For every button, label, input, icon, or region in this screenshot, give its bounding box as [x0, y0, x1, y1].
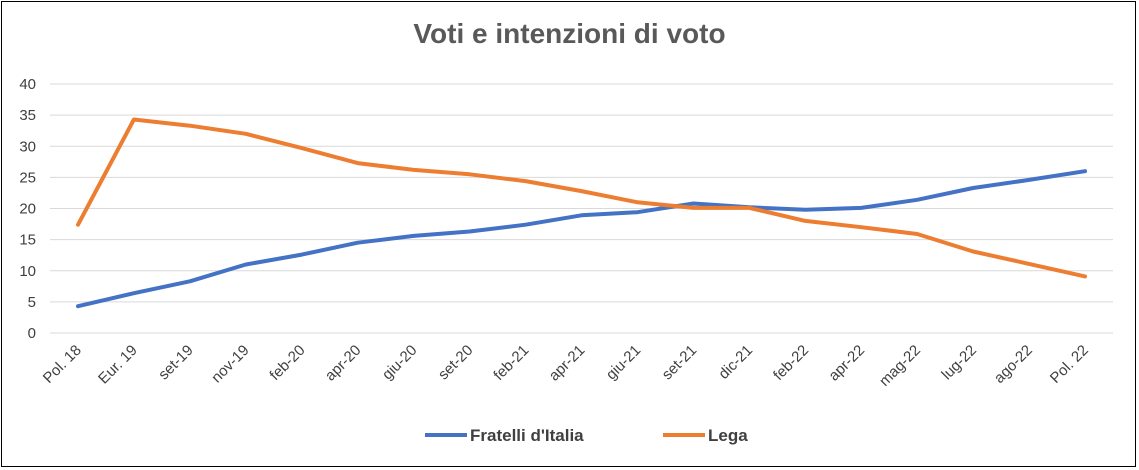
x-tick-label: mag-22: [876, 342, 924, 390]
x-tick-label: apr-21: [546, 342, 589, 385]
series-line-0: [76, 169, 1087, 309]
legend-entry-1[interactable]: Lega: [663, 426, 748, 445]
legend-label: Fratelli d'Italia: [470, 426, 584, 445]
legend-entry-0[interactable]: Fratelli d'Italia: [425, 426, 584, 445]
y-tick-label: 20: [19, 201, 36, 218]
x-tick-label: feb-20: [266, 342, 308, 384]
x-tick-label: Pol. 18: [40, 342, 85, 387]
x-tick-label: set-21: [659, 342, 701, 384]
x-tick-label: nov-19: [208, 342, 252, 386]
x-tick-label: feb-21: [490, 342, 532, 384]
x-tick-label: apr-22: [825, 342, 868, 385]
y-tick-label: 40: [19, 76, 36, 93]
chart-title: Voti e intenzioni di voto: [413, 18, 726, 49]
y-axis-ticks: 0 5 10 15 20 25 30 35 40: [19, 76, 36, 342]
gridlines: [50, 83, 1113, 334]
x-tick-label: Eur. 19: [95, 342, 141, 388]
y-tick-label: 25: [19, 169, 36, 186]
x-tick-label: lug-22: [938, 342, 980, 384]
legend-label: Lega: [708, 426, 748, 445]
y-tick-label: 30: [19, 138, 36, 155]
series-line-1: [76, 117, 1087, 279]
x-tick-label: apr-20: [322, 342, 365, 385]
y-tick-label: 15: [19, 232, 36, 249]
x-tick-label: set-19: [155, 342, 197, 384]
y-tick-label: 35: [19, 107, 36, 124]
legend[interactable]: Fratelli d'Italia Lega: [425, 426, 748, 445]
x-tick-label: giu-21: [603, 342, 645, 384]
x-tick-label: feb-22: [770, 342, 812, 384]
x-tick-label: dic-21: [715, 342, 756, 383]
x-tick-label: giu-20: [379, 342, 421, 384]
y-tick-label: 5: [28, 294, 36, 311]
y-tick-label: 10: [19, 263, 36, 280]
x-tick-label: Pol. 22: [1047, 342, 1092, 387]
x-tick-label: ago-22: [991, 342, 1036, 387]
x-axis-ticks: Pol. 18 Eur. 19 set-19 nov-19 feb-20 apr-20 gi…: [40, 342, 1092, 390]
series-lines: [76, 117, 1087, 309]
x-tick-label: set-20: [435, 342, 477, 384]
y-tick-label: 0: [28, 325, 36, 342]
